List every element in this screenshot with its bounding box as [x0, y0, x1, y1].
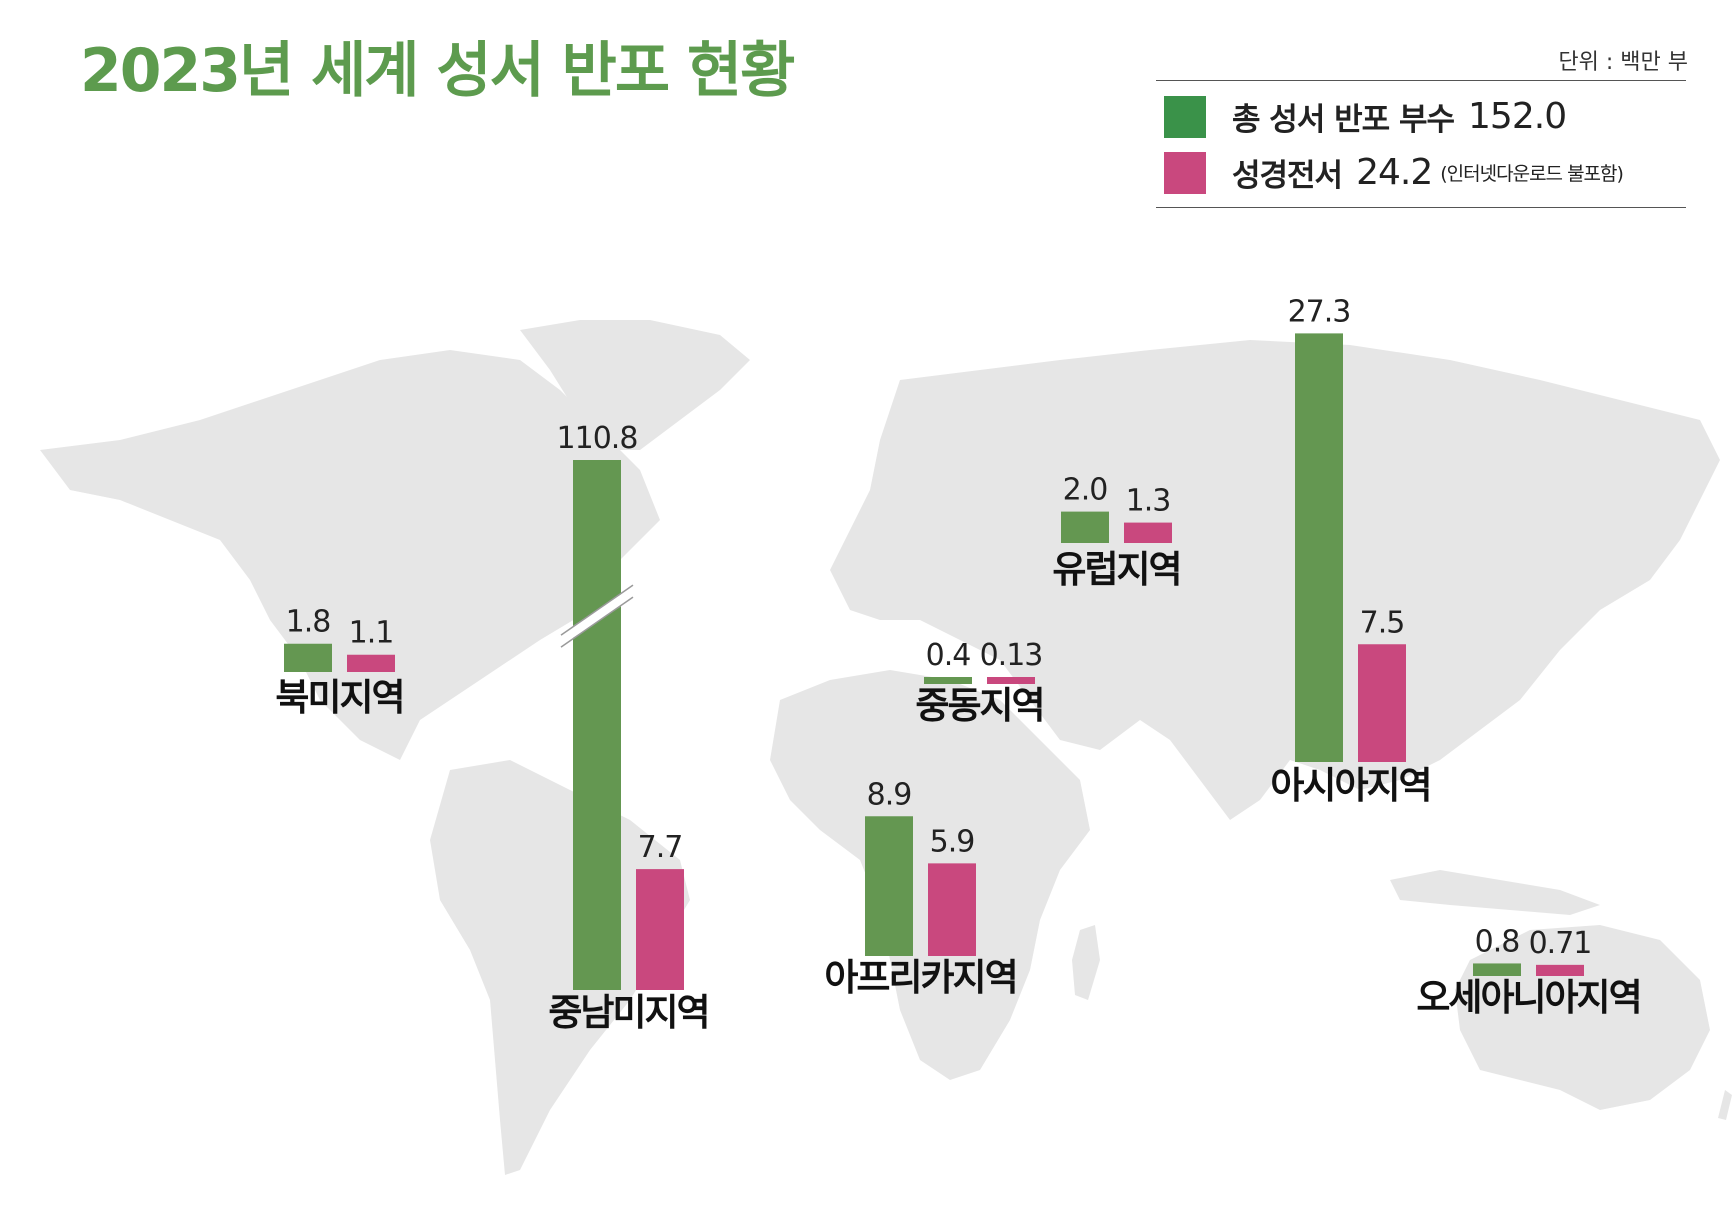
bar-total-0 [284, 643, 332, 672]
legend-value-bible: 24.2 [1356, 152, 1433, 193]
region-label-5: 아시아지역 [1270, 764, 1430, 807]
bar-bible-0 [347, 654, 395, 672]
value-label-total-4: 8.9 [867, 777, 912, 812]
value-label-bible-2: 1.3 [1126, 484, 1171, 519]
value-label-total-1: 110.8 [557, 421, 638, 456]
region-label-4: 아프리카지역 [824, 956, 1016, 999]
bar-bible-5 [1358, 644, 1406, 762]
bar-total-2 [1061, 511, 1109, 543]
unit-label: 단위 : 백만 부 [1558, 50, 1688, 75]
legend-label-bible: 성경전서 [1232, 158, 1343, 194]
bar-total-1 [573, 460, 621, 990]
region-label-6: 오세아니아지역 [1416, 976, 1640, 1019]
value-label-bible-4: 5.9 [930, 824, 975, 859]
value-label-bible-1: 7.7 [638, 830, 683, 865]
bar-total-4 [865, 816, 913, 956]
value-label-total-6: 0.8 [1475, 924, 1520, 959]
value-label-total-3: 0.4 [926, 638, 971, 673]
bar-total-5 [1295, 333, 1343, 762]
axis-break-line-bottom [560, 596, 634, 648]
chart-title: 2023년 세계 성서 반포 현황 [80, 36, 795, 106]
value-label-bible-3: 0.13 [980, 638, 1043, 673]
axis-break-mark [559, 585, 635, 648]
region-label-0: 북미지역 [275, 676, 403, 719]
region-label-1: 중남미지역 [548, 991, 708, 1034]
world-map-background [40, 320, 1732, 1175]
legend-item-bible: 성경전서 24.2 (인터넷다운로드 불포함) [1164, 150, 1624, 195]
legend: 총 성서 반포 부수 152.0 성경전서 24.2 (인터넷다운로드 불포함) [1156, 80, 1686, 208]
legend-swatch-bible [1164, 151, 1206, 194]
region-label-2: 유럽지역 [1052, 548, 1180, 591]
bar-bible-3 [987, 677, 1035, 684]
bar-bible-4 [928, 863, 976, 956]
value-label-total-5: 27.3 [1288, 294, 1351, 329]
legend-swatch-total [1164, 95, 1206, 138]
legend-item-total: 총 성서 반포 부수 152.0 [1164, 94, 1567, 139]
value-label-bible-0: 1.1 [349, 616, 394, 651]
value-label-total-0: 1.8 [286, 605, 331, 640]
bar-bible-1 [636, 869, 684, 990]
region-label-3: 중동지역 [915, 684, 1043, 727]
axis-break-line-top [560, 584, 634, 636]
legend-note-bible: (인터넷다운로드 불포함) [1440, 163, 1624, 185]
value-label-bible-6: 0.71 [1529, 926, 1592, 961]
bar-bible-6 [1536, 964, 1584, 976]
legend-value-total: 152.0 [1468, 96, 1567, 137]
legend-label-total: 총 성서 반포 부수 [1232, 102, 1455, 138]
bar-bible-2 [1124, 522, 1172, 543]
value-label-bible-5: 7.5 [1360, 605, 1405, 640]
bar-total-6 [1473, 963, 1521, 976]
bar-total-3 [924, 677, 972, 684]
value-label-total-2: 2.0 [1063, 473, 1108, 508]
